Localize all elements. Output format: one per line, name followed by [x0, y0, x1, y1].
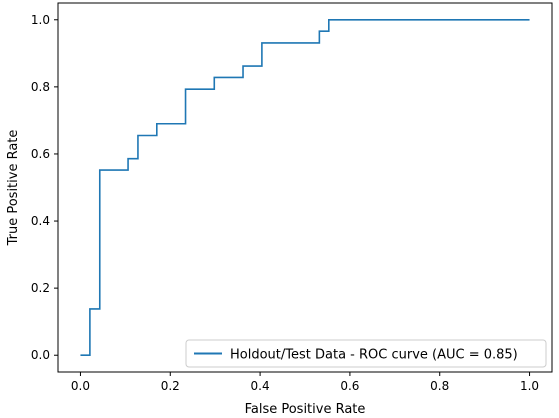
- x-tick-label: 0.0: [71, 379, 90, 393]
- axes-frame: [57, 2, 553, 373]
- legend-label: Holdout/Test Data - ROC curve (AUC = 0.8…: [230, 348, 518, 363]
- x-tick-label: 0.6: [340, 379, 359, 393]
- x-tick-label: 0.2: [161, 379, 180, 393]
- x-tick-label: 1.0: [520, 379, 539, 393]
- legend: Holdout/Test Data - ROC curve (AUC = 0.8…: [185, 339, 547, 368]
- plot-area: [80, 18, 530, 357]
- x-axis-label: False Positive Rate: [245, 402, 366, 417]
- legend-box: [185, 339, 547, 368]
- y-tick-label: 0.4: [31, 214, 50, 228]
- y-tick-label: 0.2: [31, 281, 50, 295]
- y-tick-label: 0.0: [31, 348, 50, 362]
- x-tick-label: 0.4: [251, 379, 270, 393]
- y-tick-label: 1.0: [31, 13, 50, 27]
- x-tick-label: 0.8: [430, 379, 449, 393]
- roc-curve-line: [80, 18, 530, 357]
- y-tick-label: 0.6: [31, 147, 50, 161]
- y-tick-label: 0.8: [31, 80, 50, 94]
- axis-ticks: 0.0 0.2 0.4 0.6 0.8 1.0 0.0 0.2 0.4 0.6 0.8 1.0: [31, 13, 539, 393]
- y-axis-label: True Positive Rate: [6, 130, 21, 247]
